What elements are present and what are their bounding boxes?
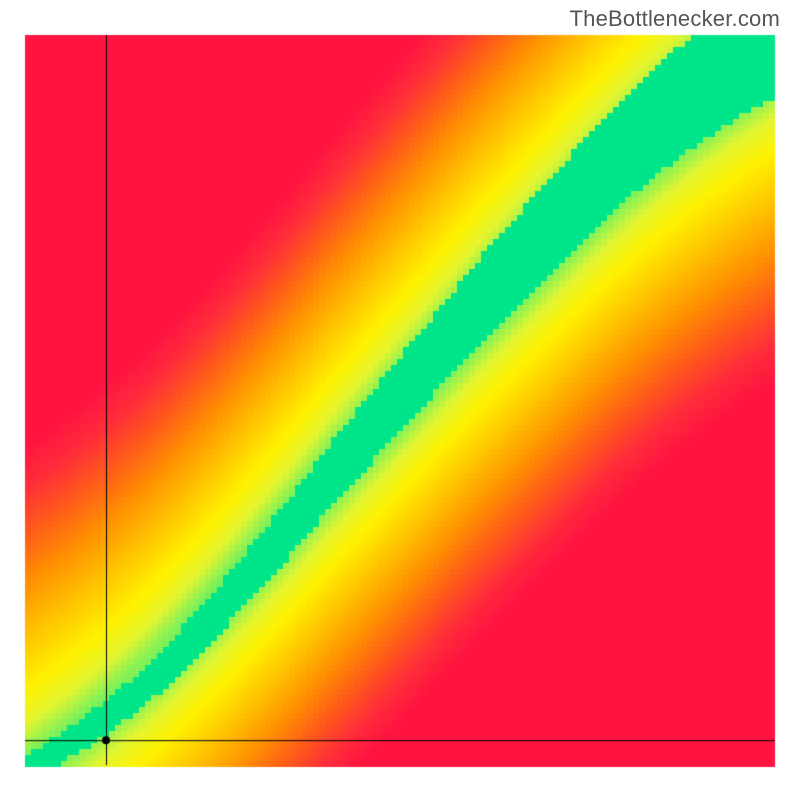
watermark-text: TheBottlenecker.com xyxy=(570,6,780,32)
chart-container: TheBottlenecker.com xyxy=(0,0,800,800)
heatmap-canvas xyxy=(0,0,800,800)
